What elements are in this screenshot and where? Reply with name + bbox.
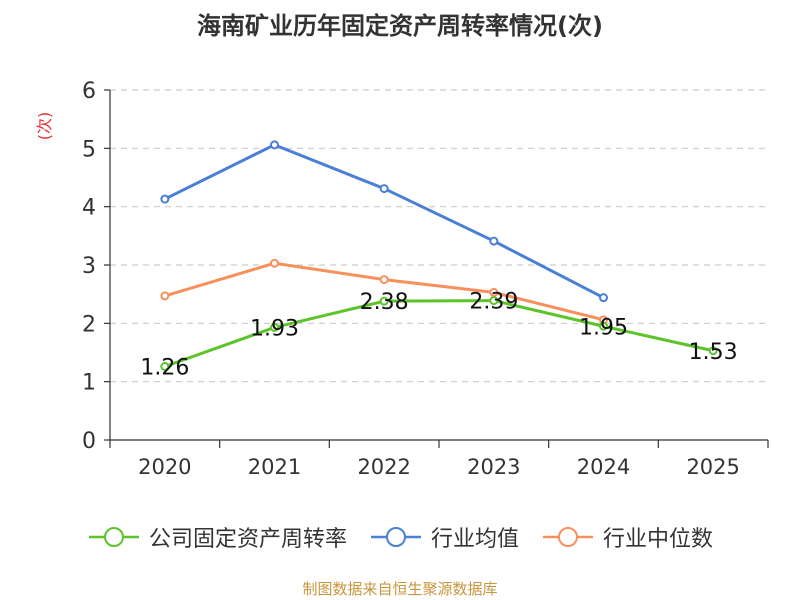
y-axis-label: (次) (35, 112, 54, 141)
point-0-2025 (708, 346, 718, 356)
point-0-2021 (270, 322, 279, 332)
y-tick-label-2: 2 (82, 312, 96, 337)
series-lines (160, 140, 718, 371)
legend-item-0[interactable]: 公司固定资产周转率 (87, 521, 347, 553)
point-2-2021 (270, 258, 279, 268)
y-tick-label-0: 0 (82, 429, 96, 454)
data-label-2022: 2.38 (360, 290, 409, 315)
point-1-2021 (270, 140, 279, 150)
legend-circle (558, 527, 578, 547)
legend-label-1: 行业均值 (430, 527, 519, 552)
axes: 0 1 2 3 4 5 6 2020 2021 2022 2023 2024 2025 (82, 79, 769, 479)
grid-lines (110, 89, 768, 383)
chart-title: 海南矿业历年固定资产周转率情况(次) (197, 12, 603, 40)
point-2-2022 (379, 275, 389, 285)
legend-marker-icon (370, 527, 421, 547)
point-0-2024 (599, 321, 608, 331)
data-label-2023: 2.39 (469, 290, 518, 315)
series-line-0 (164, 299, 714, 368)
point-1-2020 (160, 194, 170, 204)
legend-item-1[interactable]: 行业均值 (369, 521, 519, 553)
x-tick-label-2024: 2024 (577, 455, 630, 479)
point-2-2020 (160, 291, 170, 301)
x-tick-label-2022: 2022 (357, 455, 410, 479)
point-1-2024 (599, 293, 608, 303)
legend-circle (103, 527, 124, 547)
series-line-1 (164, 143, 605, 299)
y-tick-label-6: 6 (82, 79, 96, 104)
legend-item-2[interactable]: 行业中位数 (541, 521, 713, 553)
legend: 公司固定资产周转率 行业均值 行业中位数 (0, 520, 800, 554)
source-note: 制图数据来自恒生聚源数据库 (302, 580, 498, 598)
legend-label-2: 行业中位数 (603, 527, 714, 552)
data-label-2025: 1.53 (689, 340, 738, 365)
x-tick-label-2021: 2021 (248, 455, 301, 479)
y-tick-label-4: 4 (82, 196, 96, 221)
data-label-2024: 1.95 (579, 315, 628, 340)
legend-marker-icon (543, 527, 593, 547)
y-tick-label-3: 3 (82, 254, 96, 279)
x-tick-label-2023: 2023 (467, 455, 520, 479)
y-tick-label-5: 5 (82, 137, 96, 162)
data-label-2020: 1.26 (140, 356, 189, 381)
x-tick-label-2025: 2025 (686, 455, 739, 479)
point-2-2023 (489, 287, 499, 297)
x-tick-label-2020: 2020 (138, 455, 191, 479)
data-labels: 1.26 1.93 2.38 2.39 1.95 1.53 (140, 290, 737, 381)
point-0-2022 (379, 296, 389, 306)
y-tick-label-1: 1 (82, 371, 96, 396)
legend-label-0: 公司固定资产周转率 (148, 527, 347, 552)
data-label-2021: 1.93 (250, 316, 299, 341)
legend-marker-icon (88, 527, 139, 547)
point-0-2023 (489, 296, 499, 306)
point-0-2020 (160, 362, 170, 371)
point-1-2023 (489, 236, 499, 246)
point-1-2022 (379, 184, 389, 194)
legend-circle (385, 527, 406, 547)
